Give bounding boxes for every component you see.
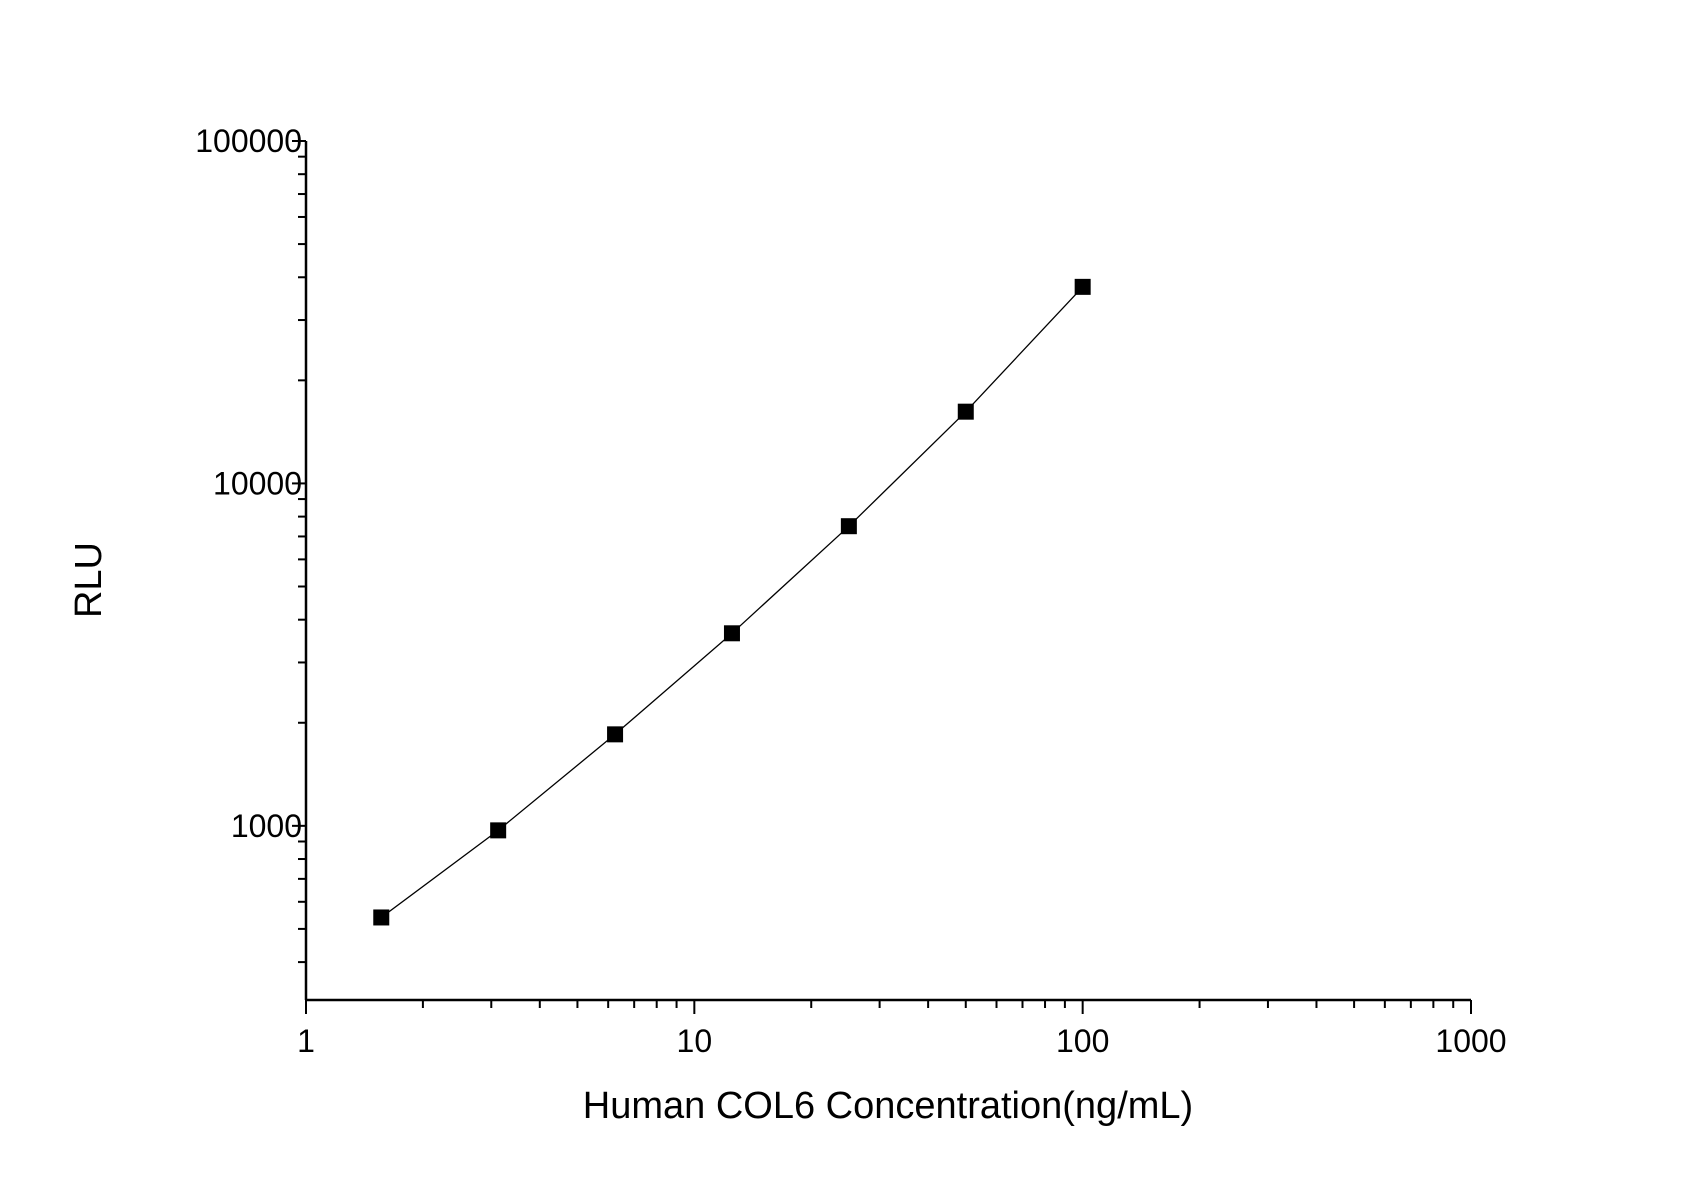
- data-point: [840, 518, 857, 535]
- data-point: [723, 625, 740, 642]
- x-tick-label: 10: [677, 1023, 713, 1059]
- data-points-layer: [373, 278, 1091, 926]
- data-point: [1074, 278, 1091, 295]
- x-tick-label: 100: [1056, 1023, 1109, 1059]
- x-tick-label: 1000: [1435, 1023, 1506, 1059]
- y-tick-label: 1000: [231, 808, 302, 844]
- axes-layer: 1 10 100 1000 1000 10000 100000: [195, 123, 1506, 1059]
- y-tick-label: 100000: [195, 123, 302, 159]
- data-point: [373, 909, 390, 926]
- x-axis-title: Human COL6 Concentration(ng/mL): [583, 1085, 1193, 1127]
- x-tick-label: 1: [297, 1023, 315, 1059]
- data-point: [957, 403, 974, 420]
- fit-curve-layer: [380, 286, 1084, 919]
- fit-curve: [380, 286, 1084, 919]
- y-tick-label: 10000: [213, 465, 302, 501]
- data-point: [607, 726, 624, 743]
- y-axis-title: RLU: [68, 542, 110, 618]
- data-point: [490, 822, 507, 839]
